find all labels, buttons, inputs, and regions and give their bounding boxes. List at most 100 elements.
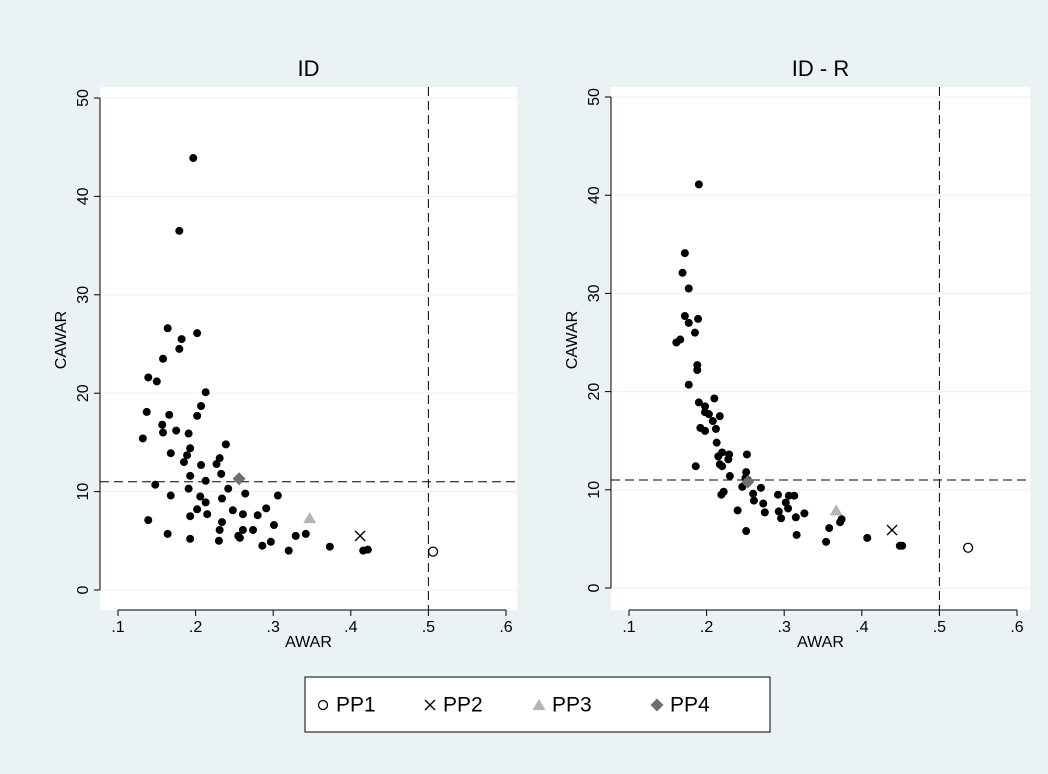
y-tick-label: 0 (586, 583, 603, 592)
point (790, 491, 799, 500)
legend-label: PP2 (443, 694, 483, 717)
point (836, 518, 845, 527)
point (693, 365, 702, 374)
point (184, 484, 193, 493)
point (186, 512, 195, 521)
point (712, 438, 721, 447)
point (193, 329, 202, 338)
legend-marker (532, 699, 546, 710)
panel-title: ID (298, 56, 320, 81)
point (186, 534, 195, 543)
y-tick-label: 30 (586, 284, 603, 302)
point (742, 527, 751, 536)
point (175, 226, 184, 235)
y-tick-label: 10 (75, 483, 92, 501)
point (725, 472, 734, 481)
point (714, 452, 723, 461)
point (175, 344, 184, 353)
point (193, 505, 202, 514)
point (253, 511, 262, 520)
point (197, 401, 206, 410)
x-tick-label: .2 (189, 619, 202, 636)
point (217, 494, 226, 503)
point (217, 518, 226, 527)
point (215, 525, 224, 534)
point (284, 546, 293, 555)
point (756, 483, 765, 492)
y-tick-label: 40 (75, 187, 92, 205)
point (201, 388, 210, 397)
point (249, 525, 258, 534)
legend-marker (317, 699, 329, 711)
point (144, 373, 153, 382)
point (183, 451, 192, 460)
legend-label: PP1 (336, 694, 376, 717)
point (363, 545, 372, 554)
point (718, 462, 727, 471)
x-tick-label: .4 (344, 619, 357, 636)
point (201, 498, 210, 507)
panel-title: ID - R (792, 56, 849, 81)
point (269, 521, 278, 530)
point (749, 489, 758, 498)
point (325, 542, 334, 551)
point (152, 377, 161, 386)
point (221, 440, 230, 449)
x-tick-label: .2 (700, 619, 713, 636)
point (142, 407, 151, 416)
point (680, 249, 689, 258)
point (201, 476, 210, 485)
point (166, 449, 175, 458)
highlight-point (427, 546, 439, 557)
point (291, 531, 300, 540)
x-tick-label: .6 (499, 619, 512, 636)
point (266, 537, 275, 546)
point (163, 529, 172, 538)
point (822, 537, 831, 546)
point (711, 424, 720, 433)
point (898, 541, 907, 550)
point (179, 458, 188, 467)
point (186, 471, 195, 480)
point (694, 398, 703, 407)
point (759, 499, 768, 508)
point (144, 516, 153, 525)
y-tick-label: 10 (586, 481, 603, 499)
point (684, 318, 693, 327)
point (238, 525, 247, 534)
point (172, 426, 181, 435)
x-tick-label: .5 (422, 619, 435, 636)
legend-marker (650, 698, 664, 712)
y-tick-label: 50 (75, 89, 92, 107)
x-tick-label: .5 (933, 619, 946, 636)
point (777, 514, 786, 523)
highlight-point (741, 475, 755, 489)
point (163, 324, 172, 333)
point (701, 426, 710, 435)
point (212, 460, 221, 469)
x-tick-label: .3 (267, 619, 280, 636)
point (165, 410, 174, 419)
point (301, 529, 310, 538)
point (742, 468, 751, 477)
point (694, 180, 703, 189)
y-tick-label: 30 (75, 286, 92, 304)
point (690, 328, 699, 337)
point (258, 541, 267, 550)
point (672, 338, 681, 347)
point (784, 504, 793, 513)
point (774, 507, 783, 516)
point (159, 428, 168, 437)
point (158, 420, 167, 429)
point (238, 510, 247, 519)
y-tick-label: 20 (75, 384, 92, 402)
point (710, 394, 719, 403)
point (228, 506, 237, 515)
point (863, 533, 872, 542)
point (701, 402, 710, 411)
y-tick-label: 0 (75, 585, 92, 594)
point (197, 461, 206, 470)
point (241, 489, 250, 498)
point (680, 311, 689, 320)
